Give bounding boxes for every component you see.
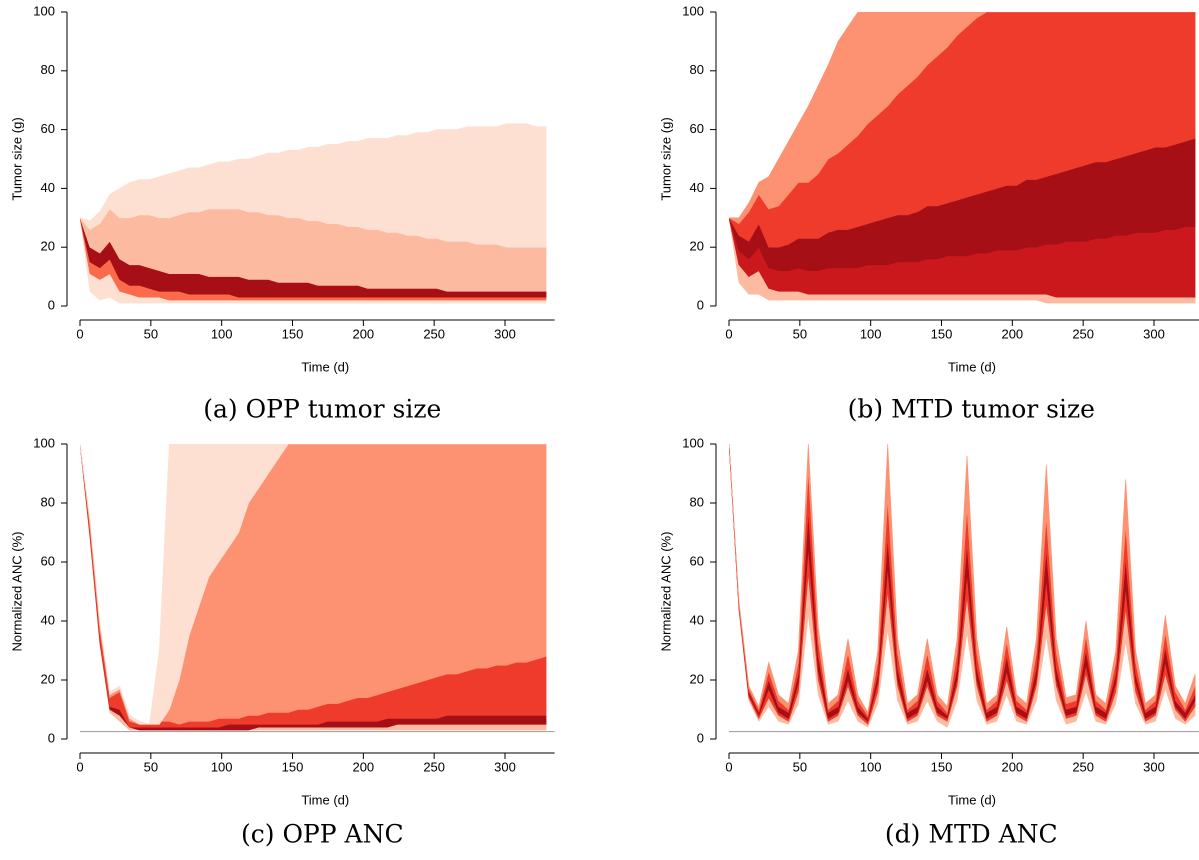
x-tick-label: 100 [860, 326, 882, 341]
y-tick-label: 100 [682, 435, 704, 450]
y-tick-label: 60 [690, 121, 704, 136]
y-axis-title: Normalized ANC (%) [658, 532, 673, 652]
y-tick-label: 80 [690, 494, 704, 509]
quantile-band [729, 444, 1196, 717]
y-tick-label: 0 [48, 297, 55, 312]
x-axis-title: Time (d) [301, 359, 349, 374]
x-tick-label: 0 [725, 326, 732, 341]
y-axis-title: Tumor size (g) [9, 117, 24, 200]
panel: 0 20 40 60 80 100 0 50 100 150 200 250 300 Time (d) No… [658, 435, 1199, 849]
y-tick-label: 60 [41, 121, 55, 136]
y-tick-label: 20 [41, 239, 55, 254]
x-tick-label: 50 [144, 759, 158, 774]
y-tick-label: 100 [682, 3, 704, 18]
x-tick-label: 50 [793, 759, 807, 774]
y-tick-label: 0 [48, 730, 55, 745]
x-tick-label: 100 [860, 759, 882, 774]
x-tick-label: 150 [282, 759, 304, 774]
y-tick-label: 20 [690, 239, 704, 254]
x-tick-label: 200 [352, 759, 374, 774]
x-tick-label: 250 [1072, 326, 1094, 341]
y-tick-label: 80 [690, 62, 704, 77]
y-tick-label: 80 [41, 494, 55, 509]
y-tick-label: 100 [33, 435, 55, 450]
x-tick-label: 200 [1001, 759, 1023, 774]
x-tick-label: 150 [282, 326, 304, 341]
caption: (c) OPP ANC [241, 820, 404, 849]
quantile-band [80, 444, 547, 725]
panel: 0 20 40 60 80 100 0 50 100 150 200 250 300 Time (d) No… [9, 435, 555, 849]
y-axis-title: Normalized ANC (%) [9, 532, 24, 652]
caption: (d) MTD ANC [885, 820, 1058, 849]
y-tick-label: 40 [690, 612, 704, 627]
panel: 0 20 40 60 80 100 0 50 100 150 200 250 300 Time (d) Tu… [658, 3, 1199, 424]
y-tick-label: 20 [690, 671, 704, 686]
x-tick-label: 300 [1143, 326, 1165, 341]
x-tick-label: 250 [423, 759, 445, 774]
y-tick-label: 40 [41, 180, 55, 195]
plot-area [729, 444, 1199, 733]
y-tick-label: 80 [41, 62, 55, 77]
x-tick-label: 300 [494, 759, 516, 774]
x-axis-title: Time (d) [948, 792, 996, 807]
x-tick-label: 200 [1001, 326, 1023, 341]
y-tick-label: 40 [690, 180, 704, 195]
plot-area [80, 444, 555, 733]
panel: 0 20 40 60 80 100 0 50 100 150 200 250 300 Time (d) Tu… [9, 3, 555, 424]
caption: (b) MTD tumor size [848, 395, 1095, 424]
x-tick-label: 100 [211, 759, 233, 774]
quantile-band [80, 123, 547, 248]
x-tick-label: 100 [211, 326, 233, 341]
y-tick-label: 60 [690, 553, 704, 568]
y-tick-label: 0 [697, 730, 704, 745]
x-tick-label: 50 [144, 326, 158, 341]
y-axis-title: Tumor size (g) [658, 117, 673, 200]
y-tick-label: 0 [697, 297, 704, 312]
caption: (a) OPP tumor size [203, 395, 441, 424]
x-tick-label: 150 [931, 759, 953, 774]
quantile-band [729, 12, 1196, 225]
x-tick-label: 250 [423, 326, 445, 341]
x-axis-title: Time (d) [948, 359, 996, 374]
x-tick-label: 0 [725, 759, 732, 774]
y-tick-label: 100 [33, 3, 55, 18]
plot-area [80, 123, 547, 304]
y-tick-label: 40 [41, 612, 55, 627]
x-tick-label: 50 [793, 326, 807, 341]
x-tick-label: 200 [352, 326, 374, 341]
x-tick-label: 300 [1143, 759, 1165, 774]
plot-area [729, 12, 1196, 304]
x-tick-label: 250 [1072, 759, 1094, 774]
x-axis-title: Time (d) [301, 792, 349, 807]
x-tick-label: 150 [931, 326, 953, 341]
x-tick-label: 0 [76, 759, 83, 774]
x-tick-label: 0 [76, 326, 83, 341]
y-tick-label: 20 [41, 671, 55, 686]
y-tick-label: 60 [41, 553, 55, 568]
x-tick-label: 300 [494, 326, 516, 341]
